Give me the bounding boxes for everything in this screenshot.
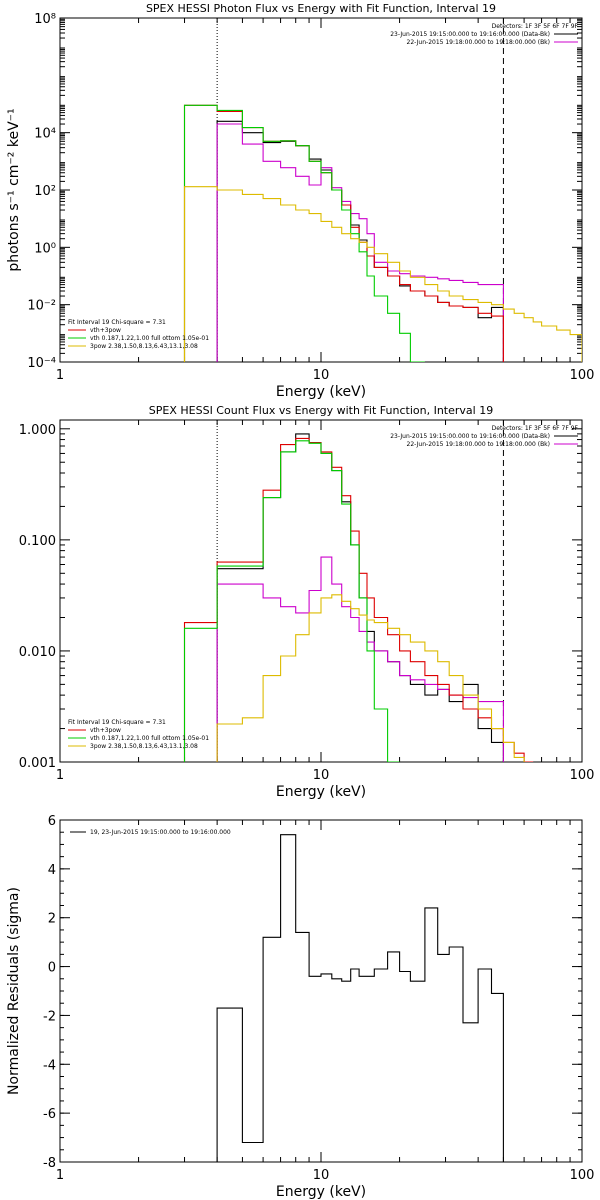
- y-tick-label: 10⁰: [34, 241, 56, 256]
- series-line-bk: [216, 556, 504, 762]
- legend-fit-header: Fit Interval 19 Chi-square = 7.31: [68, 319, 166, 326]
- legend-entry-label: 3pow 2.38,1.50,8.13,6.43,13.1,3.08: [90, 343, 198, 350]
- x-tick-label: 1: [56, 768, 64, 783]
- legend-entry-label: 3pow 2.38,1.50,8.13,6.43,13.1,3.08: [90, 743, 198, 750]
- x-tick-label: 10: [313, 368, 330, 383]
- chart-title: SPEX HESSI Count Flux vs Energy with Fit…: [149, 404, 493, 417]
- y-axis-label: photons s⁻¹ cm⁻² keV⁻¹: [6, 108, 22, 271]
- chart-title: SPEX HESSI Photon Flux vs Energy with Fi…: [146, 2, 496, 15]
- y-tick-label: 0.001: [19, 756, 56, 771]
- chart-panel-2: SPEX HESSI Count Flux vs Energy with Fit…: [19, 404, 595, 800]
- chart-panel-1: SPEX HESSI Photon Flux vs Energy with Fi…: [6, 2, 594, 400]
- x-tick-label: 100: [570, 368, 595, 383]
- legend-entry-label: vth+3pow: [90, 327, 121, 334]
- y-tick-label: -4: [43, 1058, 56, 1073]
- legend-fit-header: Fit Interval 19 Chi-square = 7.31: [68, 719, 166, 726]
- series-line-vth-3pow: [183, 437, 534, 762]
- y-tick-label: 1.000: [19, 423, 56, 438]
- x-tick-label: 10: [313, 1168, 330, 1183]
- y-tick-label: 10⁸: [34, 12, 56, 27]
- y-tick-label: 10⁻⁴: [27, 356, 56, 371]
- legend-entry-label: 22-Jun-2015 19:18:00.000 to 19:18:00.000…: [407, 441, 550, 448]
- y-tick-label: -2: [43, 1009, 56, 1024]
- y-tick-label: 6: [48, 814, 56, 829]
- x-tick-label: 10: [313, 768, 330, 783]
- y-tick-label: 10²: [34, 184, 56, 199]
- series-line-3pow: [216, 594, 525, 762]
- series-line-3pow: [183, 186, 582, 362]
- y-tick-label: 10⁻²: [27, 299, 56, 314]
- x-axis-label: Energy (keV): [276, 784, 366, 800]
- y-tick-label: 10⁴: [34, 127, 56, 142]
- x-tick-label: 1: [56, 368, 64, 383]
- y-tick-label: 2: [48, 912, 56, 927]
- legend-entry-label: 23-Jun-2015 19:15:00.000 to 19:16:00.000…: [390, 31, 550, 38]
- legend-entry-label: 19, 23-Jun-2015 19:15:00.000 to 19:16:00…: [90, 829, 231, 836]
- legend-detectors: Detectors: 1F 3F 5F 6F 7F 9F: [492, 425, 579, 432]
- series-line-bk: [216, 123, 504, 362]
- legend-entry-label: vth 0.187,1.22,1.00 full ottom 1.05e-01: [90, 335, 209, 342]
- legend-entry-label: vth+3pow: [90, 727, 121, 734]
- legend-detectors: Detectors: 1F 3F 5F 6F 7F 9F: [492, 23, 579, 30]
- x-axis-label: Energy (keV): [276, 384, 366, 400]
- y-tick-label: -8: [43, 1156, 56, 1171]
- legend-entry-label: 22-Jun-2015 19:18:00.000 to 19:18:00.000…: [407, 39, 550, 46]
- y-tick-label: -6: [43, 1107, 56, 1122]
- legend-entry-label: 23-Jun-2015 19:15:00.000 to 19:16:00.000…: [390, 433, 550, 440]
- series-line-19: [216, 834, 504, 1162]
- chart-panel-3: 1 10 100 Energy (keV) -8 -6 -4 -2 0 2 4 6 Normalized…: [6, 814, 594, 1200]
- x-tick-label: 100: [570, 1168, 595, 1183]
- series-line-vth: [183, 440, 400, 762]
- x-tick-label: 1: [56, 1168, 64, 1183]
- x-tick-label: 100: [570, 768, 595, 783]
- x-axis-label: Energy (keV): [276, 1184, 366, 1200]
- series-line-vth: [183, 104, 425, 362]
- y-tick-label: 0: [48, 961, 56, 976]
- y-tick-label: 4: [48, 863, 56, 878]
- legend-entry-label: vth 0.187,1.22,1.00 full ottom 1.05e-01: [90, 735, 209, 742]
- y-tick-label: 0.010: [19, 645, 56, 660]
- series-line-data-bk: [216, 120, 504, 362]
- y-axis-label: Normalized Residuals (sigma): [6, 887, 22, 1095]
- y-tick-label: 0.100: [19, 534, 56, 549]
